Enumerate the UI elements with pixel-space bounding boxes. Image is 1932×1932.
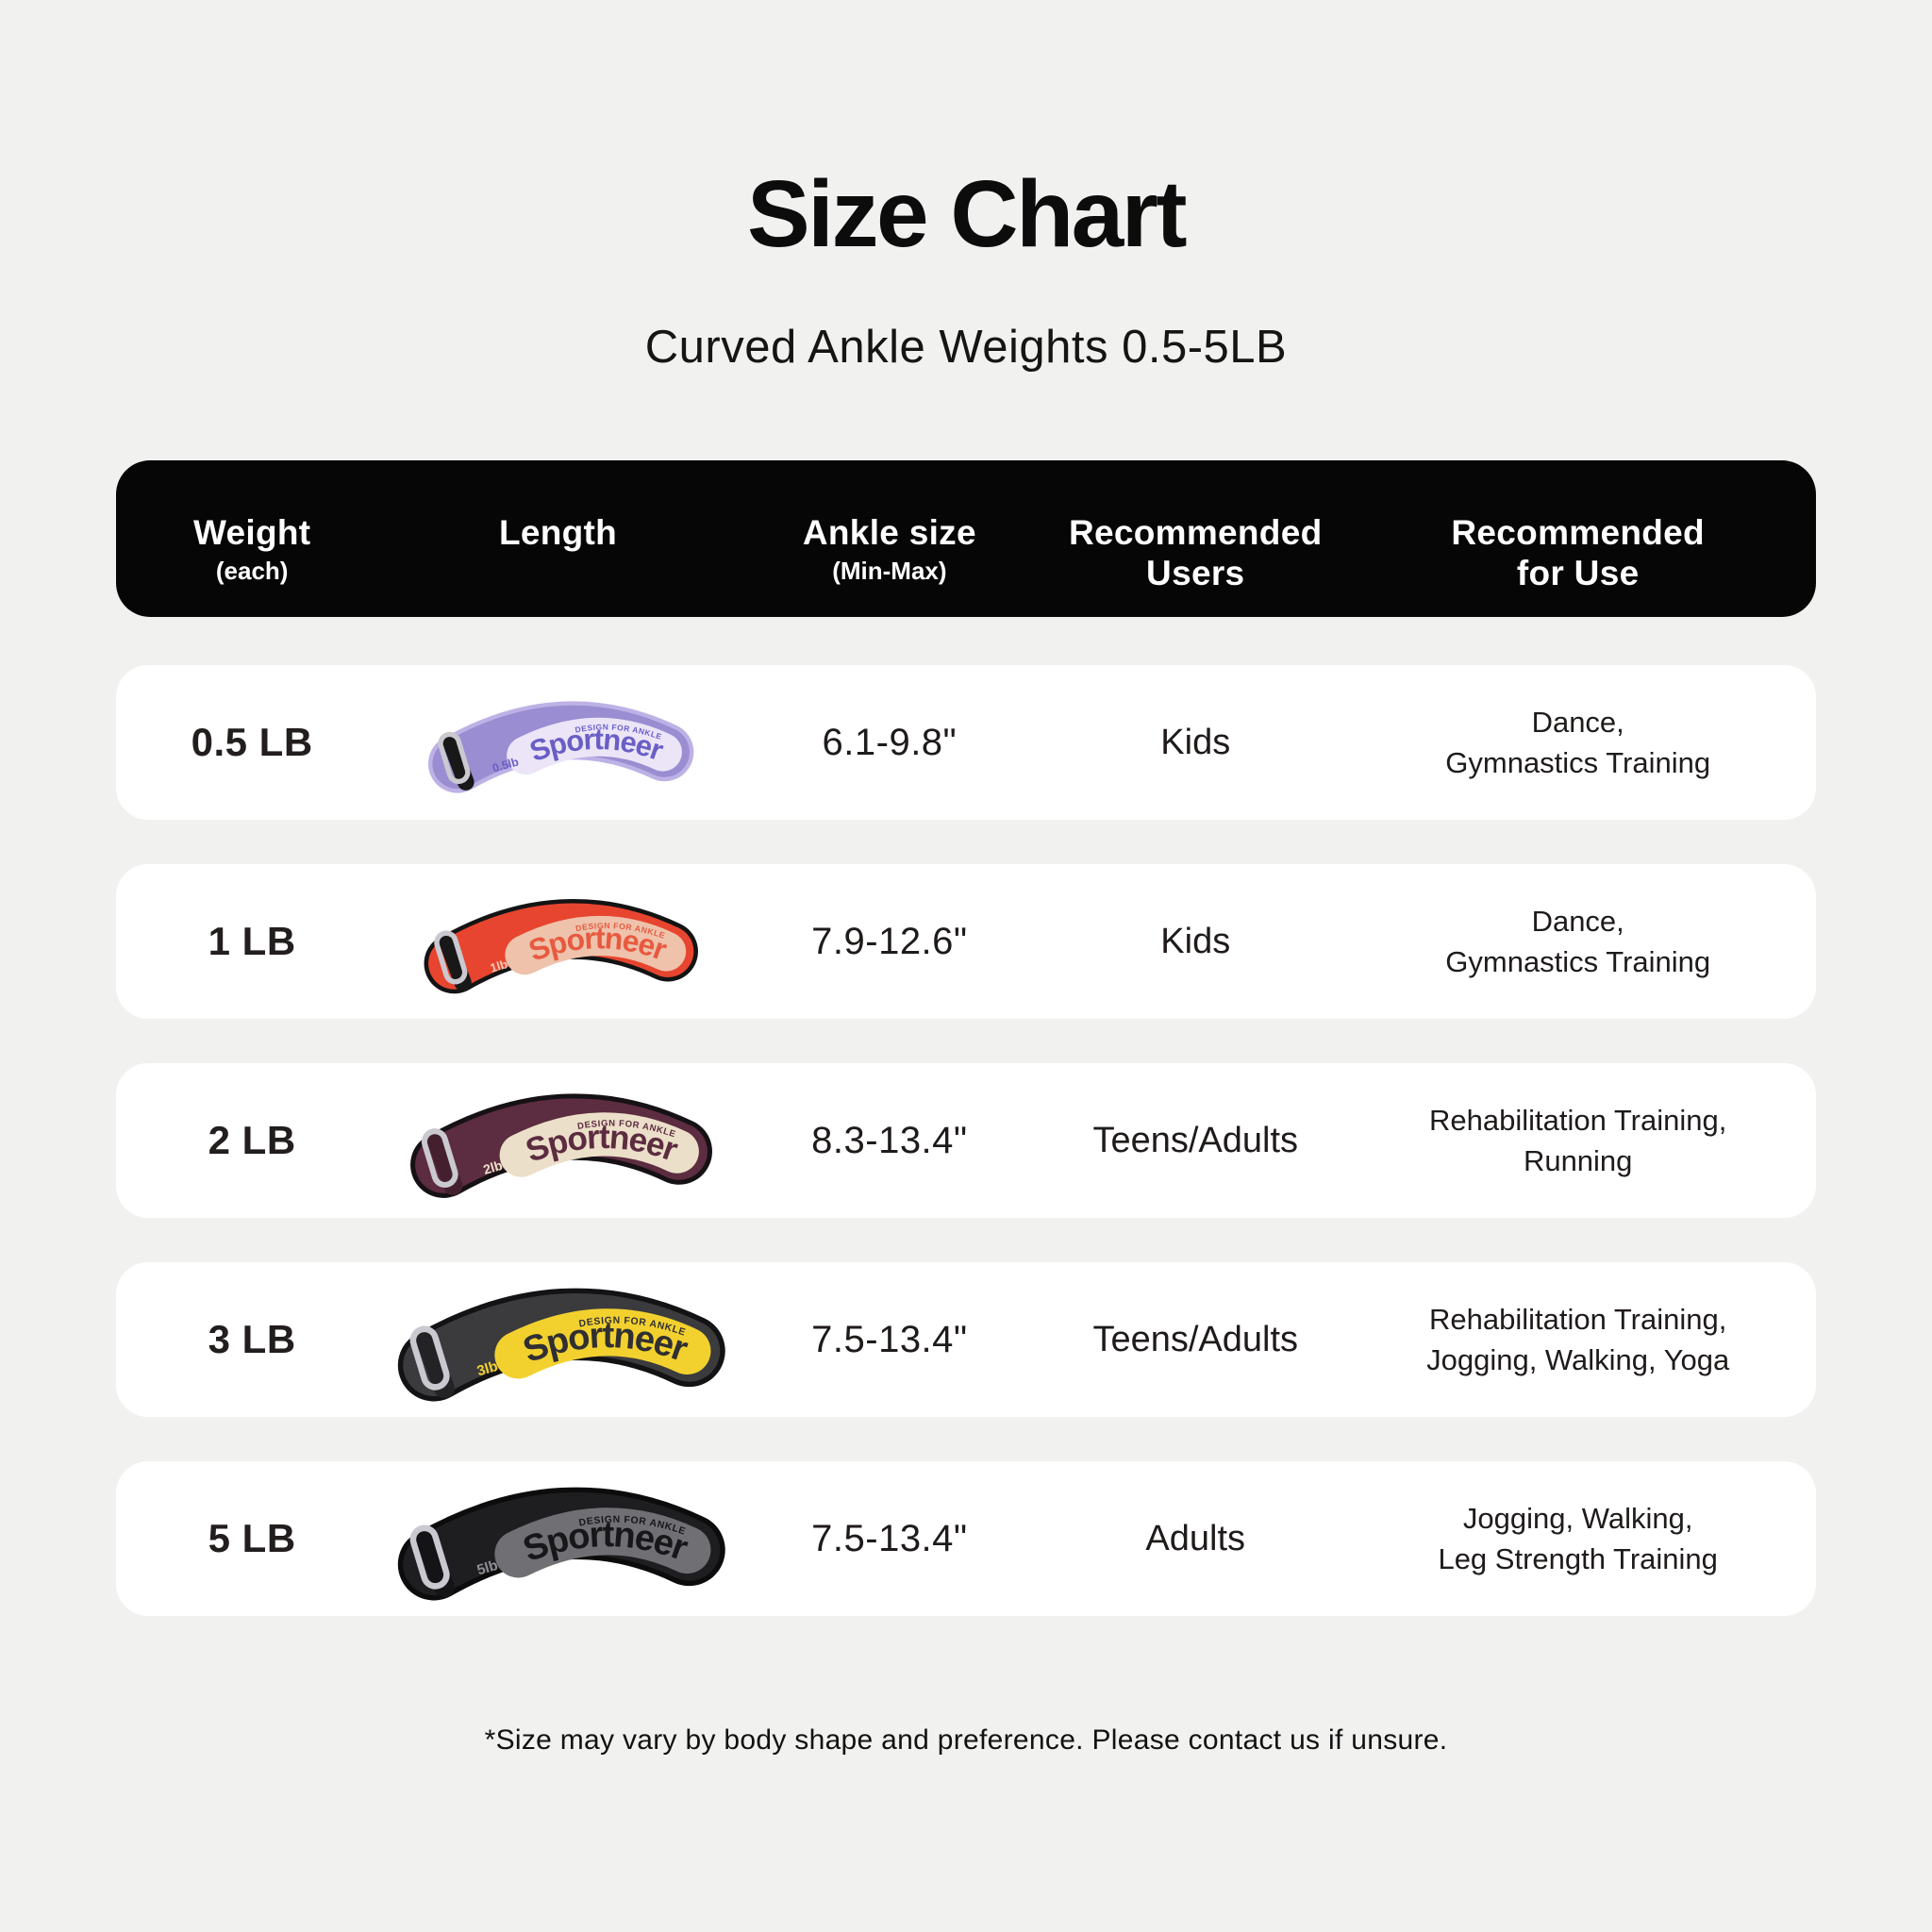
buckle-ring-icon: [421, 1127, 458, 1188]
product-image-cell: Sportneer DESIGN FOR ANKLE 3lb: [388, 1262, 727, 1417]
page-subtitle: Curved Ankle Weights 0.5-5LB: [644, 322, 1288, 373]
column-header-recommended-users: Recommended Users: [1051, 513, 1340, 617]
column-header-ankle-size: Ankle size (Min-Max): [728, 513, 1051, 617]
page-title: Size Chart: [746, 161, 1188, 267]
recommended-use-cell: Dance, Gymnastics Training: [1445, 904, 1711, 978]
recommended-users-cell: Kids: [1160, 921, 1231, 961]
ankle-size-cell: 8.3-13.4": [811, 1119, 968, 1161]
ankle-size-cell: 7.5-13.4": [811, 1318, 968, 1360]
recommended-use-cell: Dance, Gymnastics Training: [1445, 705, 1711, 779]
column-sublabel: (each): [215, 556, 289, 585]
buckle-strap: [414, 1527, 455, 1598]
column-label: Recommended Users: [1068, 513, 1323, 592]
table-row: 1 LB Sportneer DESIGN FOR ANKLE 1lb 7.9-12.6…: [116, 864, 1816, 1019]
recommended-users-cell: Adults: [1145, 1518, 1246, 1558]
column-header-weight: Weight (each): [116, 513, 388, 617]
product-weight-label: 1lb: [488, 957, 508, 975]
product-weight-label: 2lb: [481, 1157, 504, 1176]
column-sublabel: (Min-Max): [832, 556, 947, 585]
column-label: Weight: [192, 513, 311, 552]
recommended-use-cell: Rehabilitation Training, Running: [1429, 1103, 1727, 1177]
product-weight-label: 5lb: [475, 1557, 499, 1578]
buckle-ring-icon: [409, 1524, 450, 1590]
column-label: Length: [498, 513, 618, 552]
weight-cell: 5 LB: [208, 1516, 296, 1560]
product-image-cell: Sportneer DESIGN FOR ANKLE 1lb: [388, 864, 727, 1019]
buckle-ring-icon: [437, 731, 470, 784]
column-label: Recommended for Use: [1451, 513, 1705, 592]
ankle-size-cell: 7.9-12.6": [811, 920, 968, 962]
column-header-recommended-for-use: Recommended for Use: [1340, 513, 1816, 617]
ankle-size-cell: 6.1-9.8": [822, 721, 958, 763]
table-row: 2 LB Sportneer DESIGN FOR ANKLE 2lb 8.3-13.4…: [116, 1063, 1816, 1218]
column-header-length: Length: [388, 513, 727, 617]
table-row: 5 LB Sportneer DESIGN FOR ANKLE 5lb 7.5-13.4…: [116, 1461, 1816, 1616]
table-body: 0.5 LB Sportneer DESIGN FOR ANKLE 0.5lb 6.1-…: [116, 665, 1816, 1616]
recommended-users-cell: Teens/Adults: [1092, 1319, 1299, 1359]
recommended-use-cell: Jogging, Walking, Leg Strength Training: [1438, 1501, 1718, 1575]
buckle-strap: [425, 1129, 462, 1195]
table-row: 3 LB Sportneer DESIGN FOR ANKLE 3lb 7.5-13.4…: [116, 1262, 1816, 1417]
recommended-users-cell: Kids: [1160, 722, 1231, 762]
product-image-cell: Sportneer DESIGN FOR ANKLE 5lb: [388, 1461, 727, 1616]
weight-cell: 3 LB: [208, 1317, 296, 1361]
table-header: Weight (each) Length Ankle size (Min-Max) Rec…: [116, 460, 1816, 617]
buckle-strap: [414, 1328, 455, 1399]
weight-cell: 2 LB: [208, 1118, 296, 1162]
table-row: 0.5 LB Sportneer DESIGN FOR ANKLE 0.5lb 6.1-…: [116, 665, 1816, 820]
buckle-strap: [441, 733, 475, 791]
buckle-ring-icon: [409, 1325, 450, 1391]
product-image-cell: Sportneer DESIGN FOR ANKLE 2lb: [388, 1063, 727, 1218]
weight-cell: 0.5 LB: [191, 720, 313, 764]
recommended-users-cell: Teens/Adults: [1092, 1120, 1299, 1160]
footnote: *Size may vary by body shape and prefere…: [484, 1724, 1448, 1756]
product-image-cell: Sportneer DESIGN FOR ANKLE 0.5lb: [388, 665, 727, 820]
product-weight-label: 3lb: [475, 1358, 499, 1379]
column-label: Ankle size: [802, 513, 976, 552]
buckle-strap: [438, 931, 472, 991]
recommended-use-cell: Rehabilitation Training, Jogging, Walkin…: [1426, 1302, 1730, 1376]
weight-cell: 1 LB: [208, 919, 296, 963]
ankle-size-cell: 7.5-13.4": [811, 1517, 968, 1559]
buckle-ring-icon: [433, 929, 467, 984]
size-chart-table: Weight (each) Length Ankle size (Min-Max) Rec…: [116, 460, 1816, 1616]
